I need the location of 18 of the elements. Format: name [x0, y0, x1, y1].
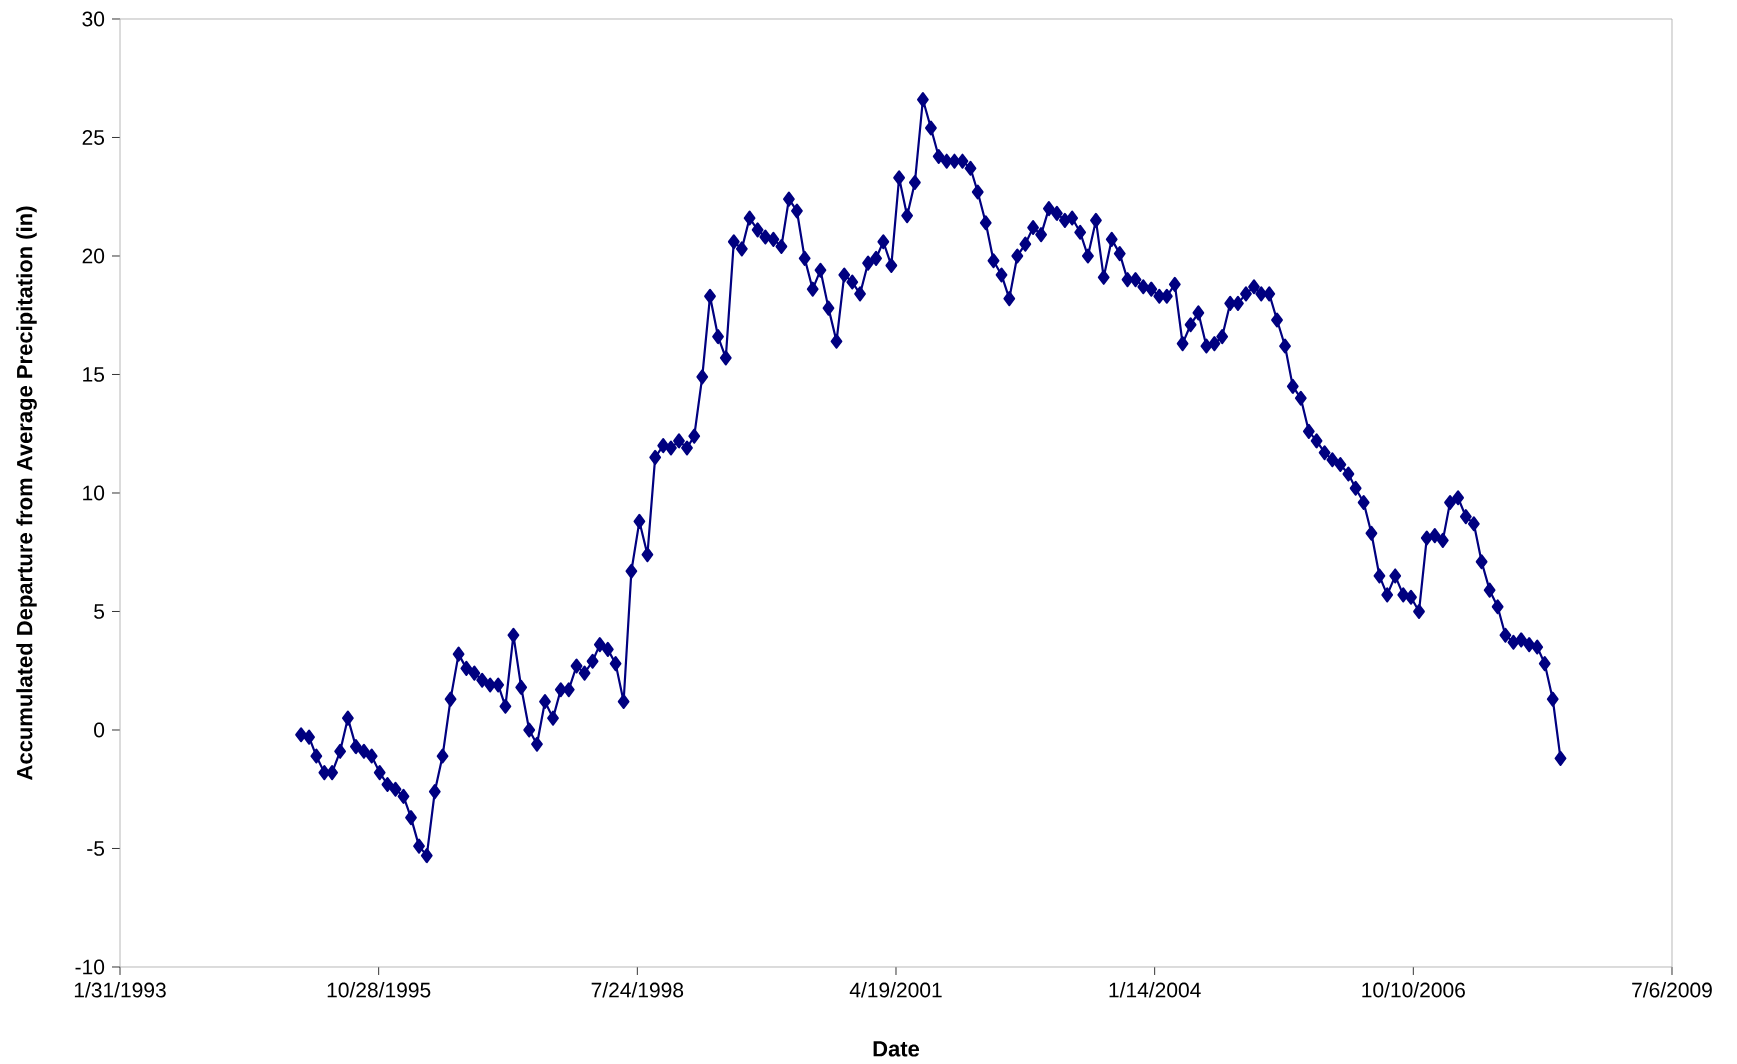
- x-tick-label: 4/19/2001: [849, 982, 942, 998]
- y-tick-label: 0: [94, 722, 105, 738]
- x-tick-label: 7/24/1998: [591, 982, 684, 998]
- y-tick-label: 15: [83, 367, 105, 382]
- x-axis-title: Date: [873, 1041, 920, 1057]
- x-tick-label: 7/6/2009: [1632, 982, 1712, 998]
- y-tick-label: 5: [94, 604, 105, 619]
- y-tick-label: 25: [82, 130, 105, 145]
- y-tick-label: -10: [75, 959, 105, 975]
- x-tick-label: 10/10/2006: [1362, 982, 1465, 998]
- x-tick-label: 10/28/1995: [327, 982, 431, 998]
- x-tick-label: 1/14/2004: [1109, 982, 1201, 998]
- x-tick-label: 1/31/1993: [74, 982, 166, 998]
- y-tick-label: -5: [87, 841, 105, 856]
- y-tick-label: 10: [83, 485, 105, 501]
- y-tick-label: 20: [82, 248, 105, 264]
- y-axis-title: Accumulated Departure from Average Precipitation (in): [16, 206, 37, 780]
- y-tick-label: 30: [82, 11, 105, 27]
